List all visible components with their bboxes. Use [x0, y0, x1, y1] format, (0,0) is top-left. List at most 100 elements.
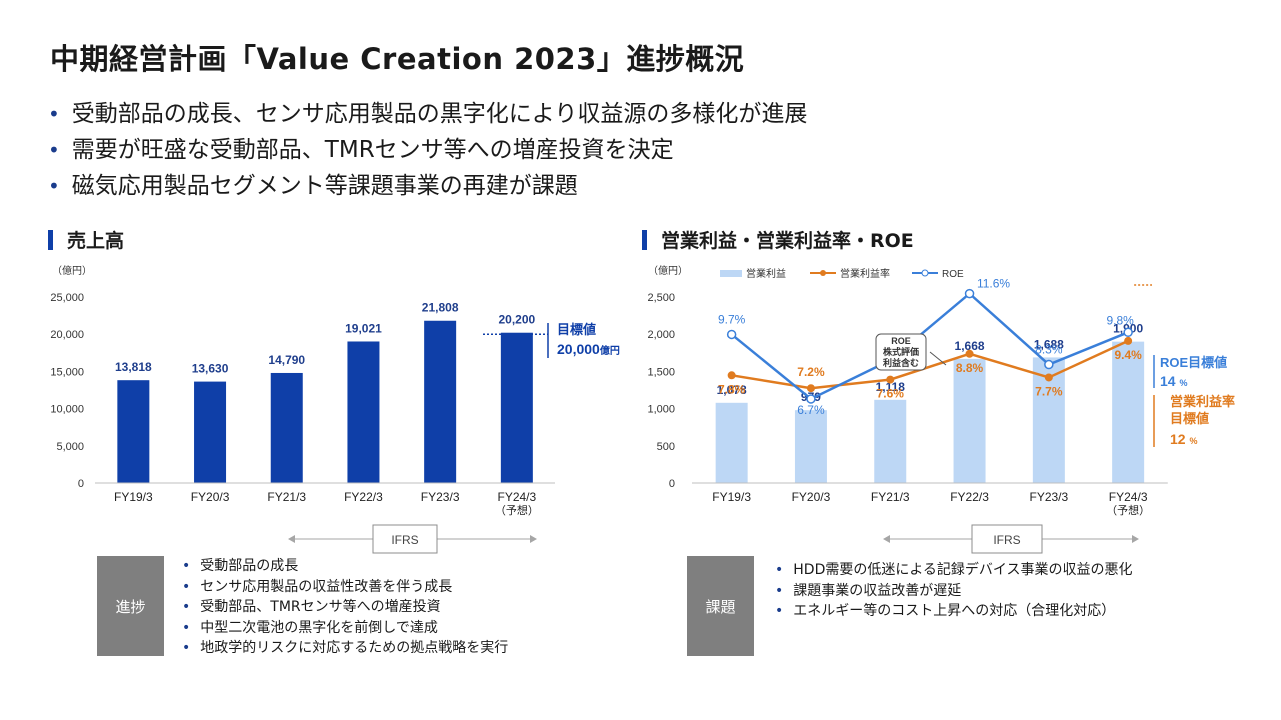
progress-item: 受動部品の成長	[182, 556, 508, 577]
bar-FY19/3	[715, 402, 748, 483]
legend-swatch-bar	[720, 270, 742, 277]
operating-margin-label: 9.4%	[1114, 348, 1142, 362]
roe-note-pointer	[929, 351, 947, 366]
progress-item: 中型二次電池の黒字化を前倒しで達成	[182, 618, 508, 639]
sales-section-heading: 売上高	[48, 226, 124, 253]
bar-FY19/3	[117, 380, 150, 483]
issue-item: エネルギー等のコスト上昇への対応（合理化対応）	[775, 601, 1133, 622]
profit-chart: （億円） 営業利益 営業利益率 ROE05001,0001,5002,0002,500…	[647, 264, 1235, 554]
issues-list: HDD需要の低迷による記録デバイス事業の収益の悪化 課題事業の収益改善が遅延 エ…	[775, 560, 1133, 622]
bar-FY20/3	[794, 410, 827, 483]
x-tick-note: （予想）	[1106, 503, 1150, 517]
roe-note-box	[875, 333, 927, 371]
progress-item: 地政学的リスクに対応するための拠点戦略を実行	[182, 638, 508, 659]
x-tick-label: FY20/3	[792, 490, 831, 504]
ifrs-box	[971, 524, 1043, 554]
bar-value-label: 20,200	[498, 313, 535, 327]
roe-label: 9.8%	[1106, 313, 1134, 327]
summary-bullet: 受動部品の成長、センサ応用製品の黒字化により収益源の多様化が進展	[48, 96, 808, 132]
issue-item: HDD需要の低迷による記録デバイス事業の収益の悪化	[775, 560, 1132, 581]
bar-FY23/3	[424, 320, 457, 483]
y-tick-label: 0	[669, 478, 675, 490]
bar-FY21/3	[874, 399, 907, 483]
y-unit-label: （億円）	[52, 264, 92, 277]
operating-margin-point	[806, 384, 815, 393]
x-tick-label: FY22/3	[344, 490, 383, 504]
ifrs-arrow-right	[1132, 535, 1139, 543]
summary-bullets: 受動部品の成長、センサ応用製品の黒字化により収益源の多様化が進展 需要が旺盛な受…	[48, 96, 808, 204]
y-tick-label: 500	[657, 441, 675, 453]
profit-section-heading: 営業利益・営業利益率・ROE	[642, 226, 914, 253]
ifrs-label: IFRS	[993, 533, 1020, 547]
bar-value-label: 1,118	[876, 380, 906, 394]
x-tick-label: FY21/3	[267, 490, 306, 504]
bar-value-label: 1,078	[717, 383, 747, 397]
x-tick-note: （予想）	[495, 503, 539, 517]
operating-margin-point	[886, 375, 895, 384]
y-unit-label: （億円）	[648, 264, 688, 277]
roe-label: 11.6%	[977, 277, 1010, 291]
progress-label-box: 進捗	[97, 556, 164, 656]
bar-FY24/3	[500, 332, 533, 483]
sales-section-title: 売上高	[67, 230, 125, 252]
heading-bar	[48, 229, 53, 250]
roe-target-label: ROE目標値	[1160, 355, 1227, 370]
roe-point	[726, 329, 737, 340]
y-tick-label: 0	[78, 478, 84, 490]
operating-margin-point	[965, 349, 974, 358]
operating-margin-label: 7.8%	[718, 382, 746, 396]
bar-value-label: 19,021	[345, 321, 382, 335]
bar-value-label: 13,630	[192, 362, 229, 376]
x-tick-label: FY23/3	[421, 490, 460, 504]
bar-value-label: 13,818	[115, 360, 152, 374]
legend-label: 営業利益率	[840, 267, 890, 280]
y-tick-label: 1,500	[647, 366, 675, 378]
operating-margin-line	[731, 339, 1129, 390]
legend-label: 営業利益	[746, 267, 786, 280]
ifrs-arrow-left	[288, 535, 295, 543]
bar-FY22/3	[347, 341, 380, 483]
y-tick-label: 5,000	[56, 441, 84, 453]
operating-margin-point	[1044, 373, 1053, 382]
y-tick-label: 10,000	[50, 404, 84, 416]
operating-margin-label: 7.2%	[797, 365, 825, 379]
heading-bar	[642, 229, 647, 250]
progress-list: 受動部品の成長 センサ応用製品の収益性改善を伴う成長 受動部品、TMRセンサ等へ…	[182, 556, 508, 659]
roe-target-value: 14 %	[1160, 373, 1187, 389]
operating-margin-label: 7.6%	[877, 387, 905, 401]
margin-target-value: 12 %	[1170, 431, 1197, 447]
roe-point	[806, 394, 816, 404]
progress-item: 受動部品、TMRセンサ等への増産投資	[182, 597, 508, 618]
x-tick-label: FY19/3	[712, 490, 751, 504]
summary-bullet: 需要が旺盛な受動部品、TMRセンサ等への増産投資を決定	[48, 132, 807, 168]
roe-point	[1044, 359, 1054, 370]
roe-label: 8.3%	[1035, 343, 1063, 357]
ifrs-box	[372, 524, 438, 554]
operating-margin-point	[727, 371, 736, 380]
issue-item: 課題事業の収益改善が遅延	[775, 581, 1133, 602]
ifrs-arrow-left	[883, 535, 890, 543]
bar-value-label: 21,808	[422, 301, 459, 315]
bar-value-label: 1,688	[1034, 337, 1064, 351]
legend-label: ROE	[942, 269, 964, 280]
bar-FY24/3	[1112, 341, 1145, 483]
operating-margin-label: 7.7%	[1035, 384, 1063, 398]
issues-label-box: 課題	[687, 556, 754, 656]
operating-margin-label: 8.8%	[956, 361, 984, 375]
sales-chart: （億円） 0 5,000 10,000 15,000 20,000 25,000 13,818…	[50, 264, 620, 554]
page-title: 中期経営計画「Value Creation 2023」進捗概況	[50, 42, 745, 76]
y-tick-label: 15,000	[50, 366, 84, 378]
x-tick-label: FY24/3	[497, 490, 536, 504]
ifrs-arrow-right	[530, 535, 537, 543]
summary-bullet: 磁気応用製品セグメント等課題事業の再建が課題	[48, 168, 807, 204]
bar-FY21/3	[270, 372, 303, 483]
y-tick-label: 2,500	[647, 292, 675, 304]
y-tick-label: 1,000	[647, 404, 675, 416]
roe-note-text: 利益含む	[882, 357, 919, 368]
roe-point	[1123, 327, 1133, 338]
target-label: 目標値	[557, 322, 596, 337]
roe-note-text: ROE	[891, 336, 911, 346]
progress-item: センサ応用製品の収益性改善を伴う成長	[182, 577, 508, 598]
roe-label: 9.7%	[718, 312, 746, 326]
target-value: 20,000億円	[557, 341, 620, 357]
